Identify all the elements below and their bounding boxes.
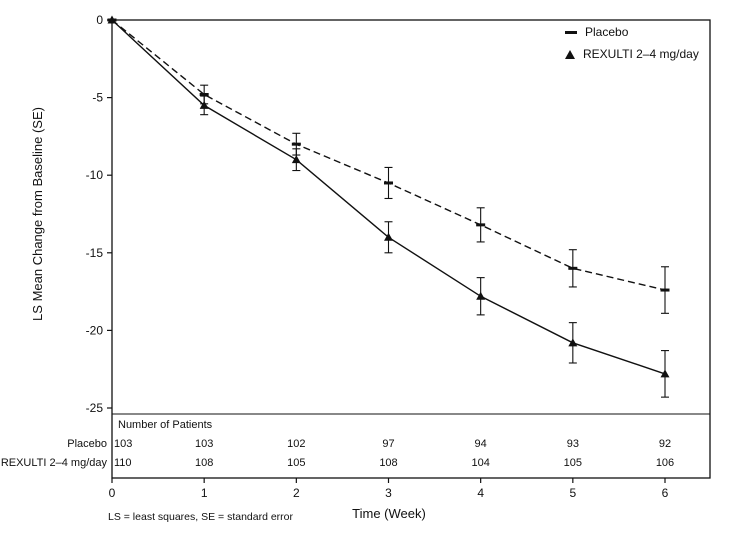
placebo-dash-marker-icon (565, 30, 577, 34)
x-axis: 0 1 2 3 4 5 6 (109, 478, 669, 500)
y-tick-label: -25 (86, 401, 104, 415)
rexulti-triangle-marker (291, 155, 301, 164)
patients-count: 104 (471, 457, 489, 469)
x-tick-label: 5 (569, 486, 576, 500)
y-axis: 0 -5 -10 -15 -20 -25 (86, 13, 112, 415)
patients-count: 94 (475, 438, 487, 450)
placebo-dash-marker (384, 181, 393, 185)
patients-table-header: Number of Patients (118, 419, 213, 431)
y-tick-label: -20 (86, 323, 104, 337)
patients-count: 103 (195, 438, 213, 450)
x-tick-label: 6 (662, 486, 669, 500)
placebo-dash-marker (199, 92, 209, 96)
patients-count: 97 (382, 438, 394, 450)
rexulti-triangle-marker (199, 100, 209, 109)
patients-count: 105 (564, 457, 582, 469)
patients-count: 110 (114, 457, 132, 469)
placebo-dash-marker (568, 266, 578, 270)
plot-frame (111, 19, 711, 479)
rexulti-triangle-marker (568, 338, 578, 347)
y-tick-label: 0 (96, 13, 103, 27)
rexulti-triangle-marker-icon (565, 49, 575, 59)
patients-row-label: REXULTI 2–4 mg/day (1, 457, 108, 469)
patients-count: 93 (567, 438, 579, 450)
placebo-dash-marker (291, 142, 301, 146)
rexulti-triangle-marker (660, 369, 670, 378)
series-rexulti (107, 15, 670, 398)
legend-label-rexulti: REXULTI 2–4 mg/day (583, 47, 699, 61)
rexulti-triangle-marker (476, 291, 486, 300)
patients-count: 102 (287, 438, 305, 450)
y-tick-label: -10 (86, 168, 104, 182)
legend: Placebo REXULTI 2–4 mg/day (565, 24, 699, 68)
y-tick-label: -5 (92, 91, 103, 105)
patients-count: 108 (195, 457, 213, 469)
patients-count: 103 (114, 438, 132, 450)
patients-table: Number of Patients Placebo 103 103 102 97 94 93… (1, 419, 674, 469)
legend-entry-placebo: Placebo (565, 24, 699, 40)
placebo-dash-marker (660, 288, 670, 292)
patients-count: 92 (659, 438, 671, 450)
x-tick-label: 4 (477, 486, 484, 500)
abbreviations-footnote: LS = least squares, SE = standard error (108, 511, 294, 523)
patients-count: 108 (379, 457, 397, 469)
y-axis-title: LS Mean Change from Baseline (SE) (30, 107, 45, 321)
x-axis-title: Time (Week) (352, 506, 426, 521)
legend-label-placebo: Placebo (585, 25, 629, 39)
legend-entry-rexulti: REXULTI 2–4 mg/day (565, 46, 699, 62)
x-tick-label: 0 (109, 486, 116, 500)
x-tick-label: 3 (385, 486, 392, 500)
patients-row-label: Placebo (67, 438, 107, 450)
patients-count: 105 (287, 457, 305, 469)
rexulti-triangle-marker (107, 15, 117, 24)
x-tick-label: 1 (201, 486, 208, 500)
patients-count: 106 (656, 457, 674, 469)
placebo-dash-marker (476, 223, 486, 227)
rexulti-triangle-marker (384, 232, 393, 241)
y-tick-label: -15 (86, 246, 104, 260)
x-tick-label: 2 (293, 486, 300, 500)
